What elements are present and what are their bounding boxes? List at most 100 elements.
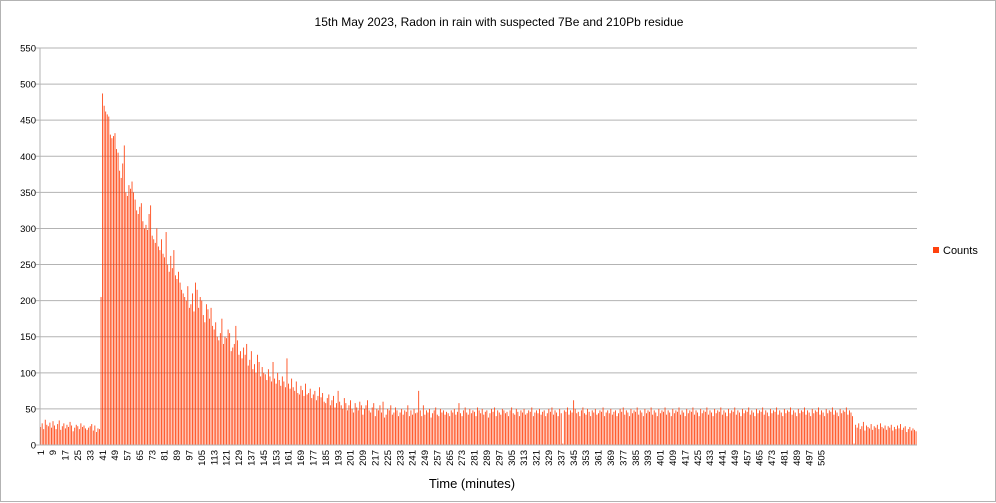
x-tick-label-449: 449 bbox=[730, 450, 741, 466]
bar-95 bbox=[185, 300, 187, 445]
bar-374 bbox=[618, 413, 619, 445]
bar-378 bbox=[624, 414, 626, 445]
bar-337 bbox=[560, 413, 562, 445]
bar-293 bbox=[492, 411, 494, 445]
y-tick-label-0: 0 bbox=[31, 441, 36, 452]
bar-166 bbox=[295, 381, 297, 445]
x-tick-label-393: 393 bbox=[643, 450, 654, 466]
bar-399 bbox=[656, 416, 658, 445]
bar-331 bbox=[551, 407, 553, 445]
bar-44 bbox=[106, 114, 108, 445]
bar-410 bbox=[673, 413, 675, 445]
bar-491 bbox=[799, 413, 801, 445]
x-tick-label-385: 385 bbox=[631, 450, 642, 466]
x-tick-label-489: 489 bbox=[792, 450, 803, 466]
x-tick-label-377: 377 bbox=[618, 450, 629, 466]
bar-446 bbox=[729, 413, 731, 445]
bar-514 bbox=[835, 410, 836, 445]
bar-481 bbox=[783, 408, 785, 445]
x-tick-label-129: 129 bbox=[234, 450, 245, 466]
bar-255 bbox=[433, 410, 435, 445]
bar-164 bbox=[292, 387, 294, 445]
bar-336 bbox=[559, 408, 561, 445]
bar-133 bbox=[244, 354, 246, 445]
bar-72 bbox=[150, 205, 152, 445]
x-tick-label-217: 217 bbox=[370, 450, 381, 466]
bar-15 bbox=[61, 426, 63, 445]
legend-swatch-counts bbox=[933, 247, 939, 253]
bar-294 bbox=[494, 407, 496, 445]
bar-306 bbox=[512, 413, 514, 445]
bar-296 bbox=[497, 410, 499, 445]
bar-191 bbox=[334, 407, 336, 445]
bar-464 bbox=[757, 413, 759, 445]
bar-447 bbox=[731, 410, 733, 445]
bar-86 bbox=[171, 268, 173, 445]
bar-54 bbox=[122, 163, 124, 446]
bar-366 bbox=[605, 412, 607, 445]
bar-537 bbox=[870, 424, 872, 445]
bar-52 bbox=[119, 170, 121, 445]
bar-472 bbox=[769, 408, 771, 445]
bar-123 bbox=[229, 333, 231, 445]
x-tick-label-57: 57 bbox=[123, 450, 134, 461]
bar-22 bbox=[72, 431, 74, 445]
bar-309 bbox=[517, 411, 519, 445]
bar-450 bbox=[735, 414, 737, 445]
bar-445 bbox=[728, 408, 729, 445]
bar-58 bbox=[128, 185, 130, 445]
bar-198 bbox=[345, 403, 347, 445]
bar-325 bbox=[542, 411, 544, 445]
bar-470 bbox=[766, 412, 768, 445]
bar-400 bbox=[658, 408, 660, 445]
bar-553 bbox=[895, 429, 897, 445]
x-tick-label-425: 425 bbox=[693, 450, 704, 466]
bar-448 bbox=[732, 411, 734, 445]
bar-206 bbox=[357, 410, 359, 445]
x-tick-label-73: 73 bbox=[147, 450, 158, 461]
x-tick-label-113: 113 bbox=[209, 450, 220, 465]
bar-382 bbox=[630, 408, 632, 445]
bar-49 bbox=[114, 133, 116, 446]
bar-484 bbox=[788, 411, 790, 445]
bar-217 bbox=[374, 416, 376, 445]
bar-508 bbox=[825, 408, 827, 445]
bar-535 bbox=[867, 426, 869, 445]
bar-497 bbox=[808, 412, 810, 445]
bar-279 bbox=[470, 413, 472, 445]
bar-13 bbox=[58, 420, 60, 445]
bar-40 bbox=[100, 297, 102, 445]
bar-16 bbox=[63, 423, 65, 445]
bar-128 bbox=[236, 340, 238, 445]
bar-51 bbox=[117, 152, 119, 445]
bar-329 bbox=[548, 408, 550, 445]
bar-205 bbox=[356, 407, 358, 445]
bar-59 bbox=[130, 188, 131, 445]
bar-26 bbox=[78, 429, 80, 445]
bar-386 bbox=[636, 407, 638, 445]
bar-249 bbox=[424, 414, 426, 445]
bar-91 bbox=[179, 282, 181, 445]
x-tick-label-305: 305 bbox=[507, 450, 518, 466]
bar-282 bbox=[475, 416, 477, 445]
bar-88 bbox=[174, 275, 176, 445]
bar-436 bbox=[714, 408, 716, 445]
bar-398 bbox=[655, 412, 657, 445]
bar-453 bbox=[740, 416, 742, 445]
bar-283 bbox=[477, 407, 478, 445]
bar-98 bbox=[190, 304, 192, 445]
bar-539 bbox=[873, 426, 875, 445]
x-tick-label-313: 313 bbox=[519, 450, 530, 466]
x-tick-label-145: 145 bbox=[259, 450, 270, 466]
bar-344 bbox=[571, 412, 573, 445]
bar-517 bbox=[839, 408, 841, 445]
bar-204 bbox=[354, 403, 356, 445]
bar-135 bbox=[247, 365, 249, 445]
bar-138 bbox=[252, 369, 254, 445]
bar-304 bbox=[509, 410, 511, 445]
bar-199 bbox=[346, 410, 348, 445]
bar-460 bbox=[751, 410, 753, 445]
y-tick-label-200: 200 bbox=[20, 296, 36, 307]
bar-343 bbox=[570, 410, 571, 445]
bar-509 bbox=[827, 413, 829, 445]
